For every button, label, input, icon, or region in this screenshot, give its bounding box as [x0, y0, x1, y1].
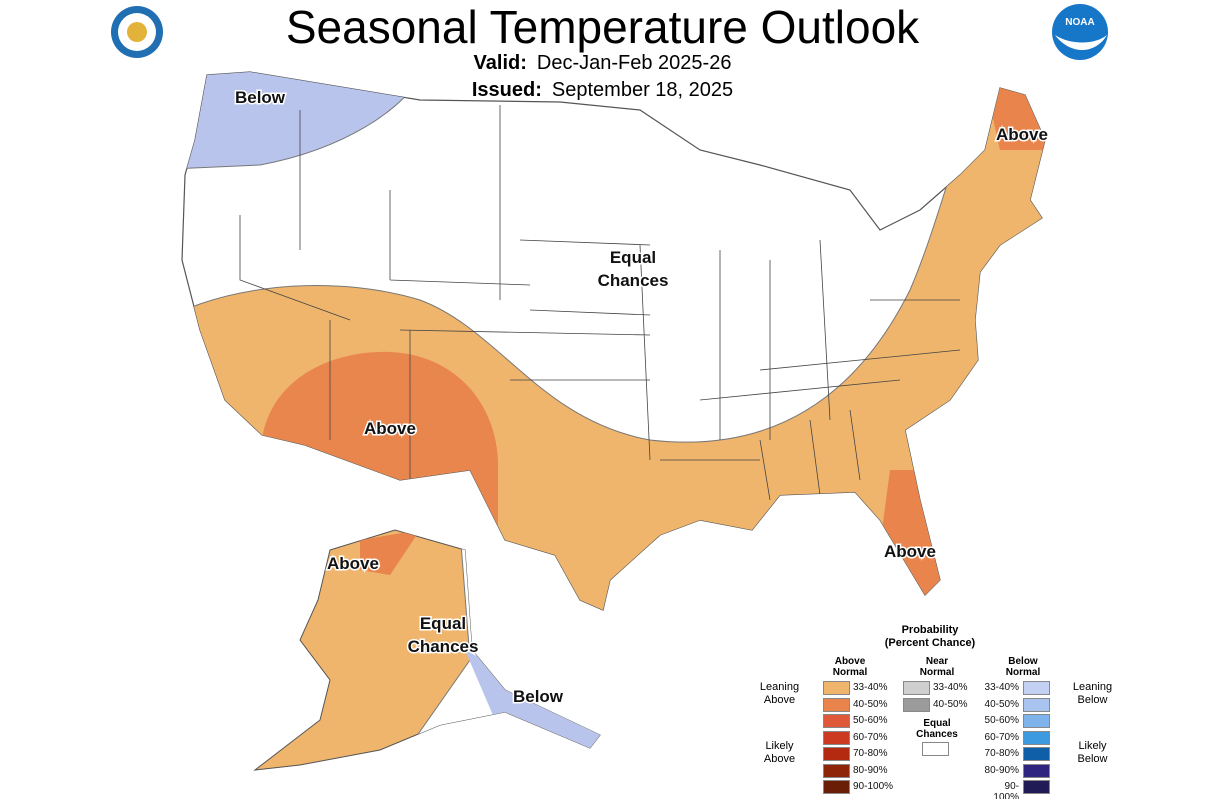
label-fl-above: Above [884, 542, 936, 561]
legend-range-above: 60-70% [853, 731, 888, 743]
label-nw-below: Below [235, 88, 286, 107]
legend-swatch-above [823, 780, 850, 794]
legend-swatch-above [823, 763, 850, 778]
page-title: Seasonal Temperature Outlook [285, 1, 920, 53]
legend-range-above: 70-80% [853, 748, 888, 759]
legend-below-header: Below Normal [1005, 656, 1041, 678]
legend-range-above: 33-40% [853, 682, 888, 693]
legend-swatch-above [823, 697, 850, 712]
legend-swatch-above [823, 747, 850, 761]
legend-range-above: 40-50% [853, 698, 888, 710]
legend-swatch-near [903, 681, 930, 695]
legend-range-near: 33-40% [933, 682, 968, 693]
legend-leaning-below: Leaning Below [1072, 681, 1113, 706]
label-ne-above: Above [996, 125, 1048, 144]
legend-swatch-equal [922, 742, 949, 756]
legend-swatch-below [1023, 730, 1050, 745]
label-ak-below: Below [513, 687, 564, 706]
legend-range-below: 70-80% [984, 748, 1019, 759]
legend-range-below: 50-60% [984, 715, 1019, 726]
legend-range-below: 80-90% [984, 764, 1019, 776]
legend-swatch-near [903, 697, 930, 712]
label-sw-above: Above [364, 419, 416, 438]
doc-seal-logo [111, 6, 163, 58]
legend-swatch-below [1023, 763, 1050, 778]
legend-range-below: 60-70% [984, 731, 1019, 743]
issued-label: Issued: [471, 79, 542, 101]
legend-range-above: 80-90% [853, 764, 888, 776]
label-chances: Chances [598, 271, 669, 290]
alaska-above-40-50 [360, 530, 420, 575]
legend-swatch-below [1023, 697, 1050, 712]
noaa-logo-text: NOAA [1065, 17, 1094, 28]
legend-range-near: 40-50% [933, 698, 968, 710]
valid-value: Dec-Jan-Feb 2025-26 [536, 52, 732, 74]
legend-swatch-above [823, 681, 850, 695]
legend-swatch-below [1023, 714, 1050, 728]
noaa-logo: NOAA [1052, 4, 1108, 60]
legend-swatch-above [823, 730, 850, 745]
legend-range-above: 50-60% [853, 715, 888, 726]
issued-value: September 18, 2025 [551, 79, 734, 101]
legend-above-header: Above Normal [832, 656, 868, 678]
legend-swatch-above [823, 714, 850, 728]
legend-likely-below: Likely Below [1077, 740, 1108, 765]
legend-title: Probability (Percent Chance) [884, 624, 976, 649]
legend-range-above: 90-100% [853, 781, 894, 792]
label-ak-equal: Equal [420, 614, 466, 633]
valid-line: Valid: Dec-Jan-Feb 2025-26 [0, 52, 1205, 75]
valid-label: Valid: [473, 52, 527, 74]
legend-equal-chances: Equal Chances [916, 718, 958, 740]
legend-swatch-below [1023, 747, 1050, 761]
legend-swatch-below [1023, 681, 1050, 695]
legend-likely-above: Likely Above [763, 740, 796, 765]
above-normal-40-50-southwest [262, 351, 499, 560]
legend-near-header: Near Normal [919, 656, 955, 678]
legend-range-below: 40-50% [984, 698, 1019, 710]
state-borders [239, 105, 961, 501]
legend-leaning-above: Leaning Above [759, 681, 800, 706]
issued-line: Issued: September 18, 2025 [0, 79, 1205, 102]
label-equal: Equal [610, 248, 656, 267]
legend-range-below: 90-100% [993, 781, 1019, 799]
legend-swatch-below [1023, 780, 1050, 794]
label-ak-above: Above [327, 554, 379, 573]
label-ak-chances: Chances [408, 637, 479, 656]
legend-range-below: 33-40% [984, 682, 1019, 693]
